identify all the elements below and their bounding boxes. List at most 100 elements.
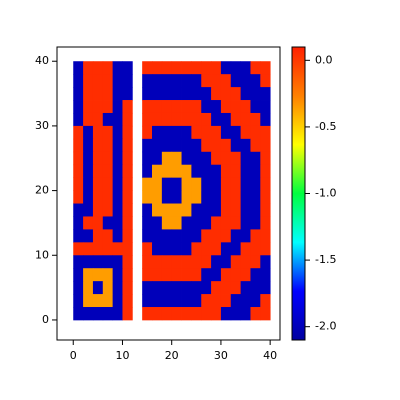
- cell: [122, 255, 133, 269]
- colorbar-tick-label: -1.5: [315, 253, 336, 266]
- cell: [220, 203, 232, 217]
- cell: [171, 242, 182, 256]
- cell: [102, 164, 114, 179]
- cell: [152, 307, 163, 321]
- cell: [181, 268, 192, 282]
- cell: [171, 294, 182, 308]
- cell: [142, 255, 153, 269]
- cell: [83, 151, 94, 166]
- cell: [191, 112, 202, 127]
- cell: [161, 125, 173, 140]
- cell: [211, 255, 222, 269]
- cell: [260, 100, 271, 114]
- cell: [181, 242, 192, 256]
- cell: [230, 190, 242, 204]
- cell: [240, 151, 251, 166]
- cell: [92, 281, 104, 295]
- cell: [83, 203, 94, 217]
- cell: [171, 164, 182, 179]
- cell: [92, 100, 104, 114]
- colorbar-tick-label: -1.0: [315, 187, 336, 200]
- cell: [152, 229, 163, 243]
- cell: [83, 112, 94, 127]
- cell: [220, 138, 232, 153]
- cell: [240, 307, 251, 321]
- cell: [161, 138, 173, 153]
- cell: [181, 151, 192, 166]
- cell: [171, 125, 182, 140]
- cell: [220, 112, 232, 127]
- cell: [211, 216, 222, 230]
- cell: [230, 74, 242, 88]
- cell: [211, 242, 222, 256]
- cell: [142, 294, 153, 308]
- cell: [142, 87, 153, 101]
- cell: [181, 87, 192, 101]
- cell: [142, 242, 153, 256]
- y-tick-label: 30: [35, 119, 49, 132]
- cell: [122, 229, 133, 243]
- cell: [211, 112, 222, 127]
- cell: [152, 216, 163, 230]
- cell: [260, 307, 271, 321]
- cell: [181, 100, 192, 114]
- cell: [201, 190, 212, 204]
- cell: [83, 177, 94, 191]
- heatmap: [73, 61, 271, 321]
- cell: [211, 138, 222, 153]
- cell: [83, 74, 94, 88]
- cell: [171, 74, 182, 88]
- cell: [250, 61, 261, 75]
- cell: [142, 203, 153, 217]
- cell: [191, 164, 202, 179]
- cell: [112, 294, 123, 308]
- cell: [83, 229, 94, 243]
- cell: [260, 268, 271, 282]
- cell: [181, 203, 192, 217]
- cell: [92, 61, 104, 75]
- cell: [83, 268, 94, 282]
- cell: [201, 112, 212, 127]
- cell: [260, 229, 271, 243]
- y-tick-label: 10: [35, 248, 49, 261]
- cell: [220, 151, 232, 166]
- cell: [102, 216, 114, 230]
- cell: [240, 203, 251, 217]
- cell: [92, 216, 104, 230]
- cell: [83, 281, 94, 295]
- cell: [122, 307, 133, 321]
- cell: [181, 61, 192, 75]
- cell: [230, 125, 242, 140]
- cell: [161, 268, 173, 282]
- cell: [152, 177, 163, 191]
- cell: [152, 242, 163, 256]
- cell: [230, 281, 242, 295]
- cell: [191, 242, 202, 256]
- cell: [122, 177, 133, 191]
- cell: [240, 281, 251, 295]
- cell: [211, 190, 222, 204]
- cell: [161, 177, 173, 191]
- cell: [83, 294, 94, 308]
- x-tick-label: 40: [263, 349, 277, 362]
- cell: [201, 281, 212, 295]
- cell: [102, 125, 114, 140]
- cell: [102, 229, 114, 243]
- cell: [220, 242, 232, 256]
- cell: [230, 268, 242, 282]
- cell: [92, 177, 104, 191]
- cell: [191, 87, 202, 101]
- cell: [191, 255, 202, 269]
- cell: [240, 125, 251, 140]
- cell: [250, 100, 261, 114]
- cell: [112, 307, 123, 321]
- cell: [112, 268, 123, 282]
- cell: [181, 307, 192, 321]
- cell: [112, 87, 123, 101]
- cell: [181, 74, 192, 88]
- cell: [142, 216, 153, 230]
- cell: [102, 268, 114, 282]
- cell: [220, 229, 232, 243]
- cell: [92, 151, 104, 166]
- cell: [250, 216, 261, 230]
